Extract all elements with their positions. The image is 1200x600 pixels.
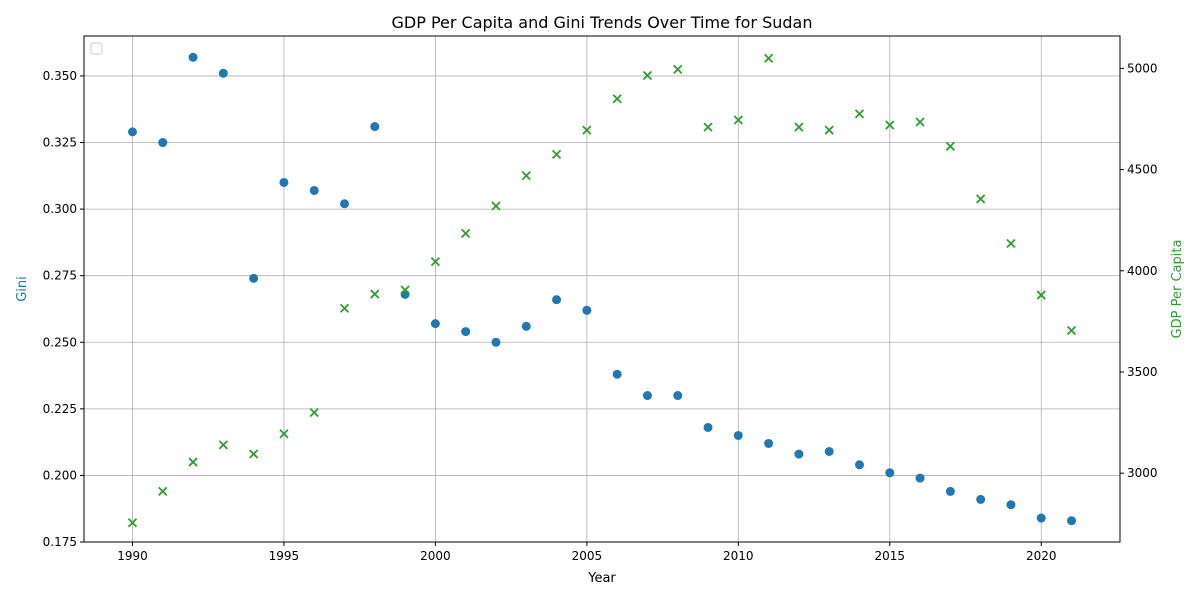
gdp-point	[794, 122, 804, 132]
gdp-point	[339, 303, 350, 313]
gini-point	[854, 460, 864, 470]
gini-point	[673, 391, 683, 401]
x-axis-title: Year	[587, 571, 616, 586]
gdp-point	[612, 94, 622, 104]
y-left-tick-label: 0.350	[43, 69, 77, 83]
gdp-point	[491, 201, 501, 211]
gini-point	[885, 468, 895, 478]
gdp-point	[976, 194, 986, 204]
gini-point	[1036, 513, 1046, 523]
gdp-point	[127, 518, 138, 528]
gdp-point	[854, 109, 865, 119]
gdp-point	[945, 141, 955, 151]
gdp-point	[673, 64, 683, 75]
y-left-tick-label: 0.250	[43, 335, 77, 349]
gini-point	[461, 327, 471, 337]
gini-point	[703, 422, 713, 432]
gdp-point	[249, 449, 259, 459]
chart-title: GDP Per Capita and Gini Trends Over Time…	[392, 13, 813, 32]
gini-point	[249, 273, 259, 283]
x-tick-label: 2010	[723, 549, 754, 563]
gdp-point	[370, 289, 380, 299]
gdp-point	[703, 122, 713, 132]
y-left-tick-label: 0.175	[43, 535, 77, 549]
gdp-point	[824, 125, 834, 135]
gini-point	[764, 438, 774, 448]
y-axis-right-title: GDP Per Capita	[1170, 240, 1185, 339]
gdp-point	[733, 115, 743, 125]
gdp-point	[1036, 290, 1046, 300]
y-right-tick-label: 4500	[1127, 163, 1158, 177]
gdp-point	[1066, 325, 1077, 336]
gdp-point	[400, 285, 410, 295]
gdp-point	[642, 70, 653, 81]
x-tick-label: 2020	[1026, 549, 1057, 563]
y-right-tick-label: 4000	[1127, 264, 1158, 278]
axes-layer: 1990 1995 2000 2005 2010 2015 2020 0.175 0.200 0.…	[43, 61, 1158, 563]
gini-point	[915, 473, 925, 483]
gini-point	[491, 337, 501, 347]
gini-point	[824, 446, 834, 456]
y-left-tick-label: 0.200	[43, 468, 77, 482]
gini-point	[612, 369, 622, 379]
gini-point	[370, 122, 380, 132]
y-left-tick-label: 0.225	[43, 402, 77, 416]
y-left-tick-label: 0.300	[43, 202, 77, 216]
marks-layer	[127, 52, 1077, 528]
gdp-point	[279, 429, 289, 439]
gini-point	[976, 494, 986, 504]
gini-point	[945, 486, 955, 496]
gini-point	[340, 199, 350, 209]
gini-point	[642, 391, 652, 401]
legend-box	[90, 42, 103, 55]
x-tick-label: 2015	[875, 549, 906, 563]
x-tick-label: 2000	[420, 549, 451, 563]
y-axis-left-title: Gini	[15, 276, 30, 302]
gini-point	[1067, 516, 1077, 526]
gini-point	[582, 305, 592, 315]
y-right-tick-label: 5000	[1127, 61, 1158, 75]
gdp-point	[430, 257, 441, 267]
gini-point	[279, 177, 289, 187]
x-tick-label: 1990	[117, 549, 148, 563]
x-tick-label: 1995	[269, 549, 300, 563]
x-tick-label: 2005	[572, 549, 603, 563]
y-right-tick-label: 3500	[1127, 365, 1158, 379]
gdp-point	[551, 149, 562, 160]
gdp-point	[915, 117, 925, 127]
gdp-point	[1006, 238, 1016, 249]
gini-point	[794, 449, 804, 459]
gini-point	[733, 430, 743, 440]
gini-point	[127, 127, 137, 137]
gdp-point	[188, 457, 198, 467]
gdp-point	[885, 120, 895, 130]
gdp-point	[521, 171, 531, 181]
y-left-tick-label: 0.275	[43, 269, 77, 283]
grid-layer	[84, 36, 1120, 543]
gini-point	[552, 295, 562, 305]
y-right-tick-label: 3000	[1127, 466, 1158, 480]
gini-point	[218, 68, 228, 78]
gini-point	[430, 319, 440, 329]
gdp-point	[582, 125, 592, 135]
gini-point	[158, 138, 168, 148]
y-left-tick-label: 0.325	[43, 136, 77, 150]
gdp-point	[158, 486, 168, 497]
gdp-point	[461, 228, 471, 238]
gdp-point	[218, 440, 228, 450]
gini-point	[188, 52, 198, 62]
gini-point	[1006, 500, 1016, 510]
gdp-point	[763, 53, 774, 63]
gini-point	[521, 321, 531, 331]
gdp-point	[309, 407, 319, 418]
plot-frame	[83, 35, 1121, 543]
gini-point	[309, 185, 319, 195]
